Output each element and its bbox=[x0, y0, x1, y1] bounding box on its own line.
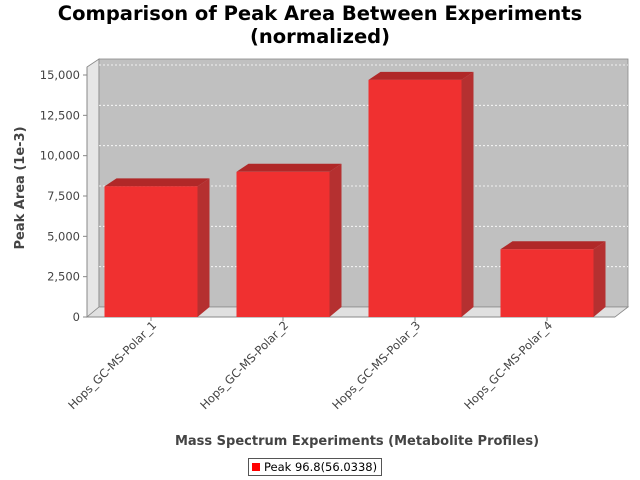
bar bbox=[236, 171, 330, 317]
bar bbox=[500, 249, 594, 317]
bar-side bbox=[461, 71, 474, 317]
bar-top bbox=[104, 178, 210, 187]
y-tick-label: 7,500 bbox=[47, 189, 80, 203]
bar-top bbox=[368, 71, 474, 80]
legend: Peak 96.8(56.0338) bbox=[248, 458, 383, 476]
y-tick-label: 10,000 bbox=[40, 149, 80, 163]
y-tick-label: 2,500 bbox=[47, 270, 80, 284]
x-axis-label: Mass Spectrum Experiments (Metabolite Pr… bbox=[175, 434, 539, 449]
bar-side bbox=[593, 241, 606, 317]
x-tick-label: Hops_GC-MS-Polar_3 bbox=[329, 318, 423, 412]
x-tick-label: Hops_GC-MS-Polar_4 bbox=[461, 318, 555, 412]
y-tick-label: 0 bbox=[73, 310, 80, 324]
y-tick-label: 12,500 bbox=[40, 108, 80, 122]
legend-label: Peak 96.8(56.0338) bbox=[264, 460, 378, 474]
y-tick-label: 5,000 bbox=[47, 229, 80, 243]
y-axis-label: Peak Area (1e-3) bbox=[13, 126, 28, 249]
bar-top bbox=[236, 163, 342, 172]
bar bbox=[368, 79, 462, 317]
x-tick-label: Hops_GC-MS-Polar_2 bbox=[197, 318, 291, 412]
chart-title: Comparison of Peak Area Between Experime… bbox=[0, 2, 640, 48]
y-tick-label: 15,000 bbox=[40, 68, 80, 82]
bar-side bbox=[197, 178, 210, 317]
bar-side bbox=[329, 163, 342, 317]
chart-title-main: Comparison of Peak Area Between Experime… bbox=[57, 2, 583, 25]
bar-top bbox=[500, 241, 606, 250]
legend-swatch bbox=[252, 463, 260, 471]
bar bbox=[104, 186, 198, 317]
chart-subtitle: (normalized) bbox=[249, 25, 391, 48]
x-tick-label: Hops_GC-MS-Polar_1 bbox=[65, 318, 159, 412]
plot-left-wall bbox=[86, 58, 100, 318]
